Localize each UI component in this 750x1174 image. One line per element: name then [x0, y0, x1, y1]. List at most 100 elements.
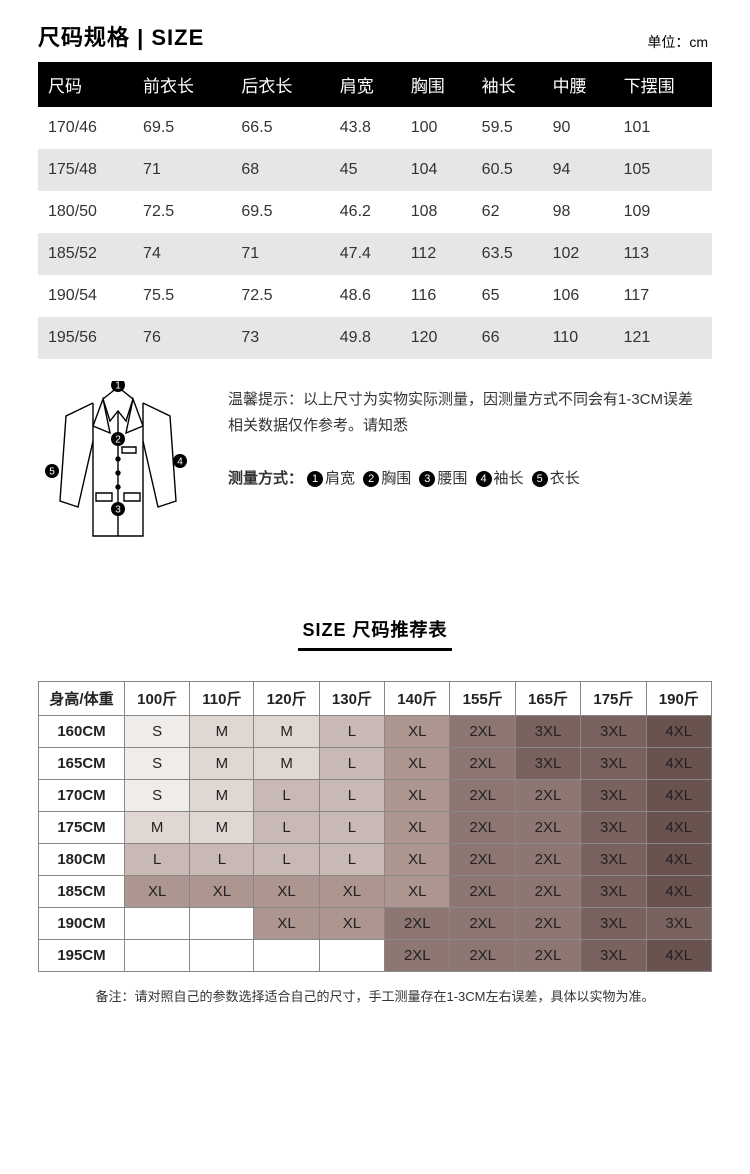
rec-row: 165CMSMMLXL2XL3XL3XL4XL [39, 748, 712, 780]
rec-cell: 2XL [515, 940, 580, 972]
rec-cell: XL [385, 748, 450, 780]
size-col-header: 袖长 [472, 62, 543, 107]
size-row: 180/5072.569.546.21086298109 [38, 191, 712, 233]
rec-weight-header: 100斤 [125, 682, 190, 716]
size-row: 195/56767349.812066110121 [38, 317, 712, 359]
rec-cell: M [254, 716, 319, 748]
size-cell: 185/52 [38, 233, 133, 275]
size-cell: 116 [401, 275, 472, 317]
rec-weight-header: 190斤 [646, 682, 711, 716]
size-cell: 113 [614, 233, 712, 275]
rec-row: 160CMSMMLXL2XL3XL3XL4XL [39, 716, 712, 748]
size-cell: 45 [330, 149, 401, 191]
size-cell: 98 [543, 191, 614, 233]
recommend-table: 身高/体重100斤110斤120斤130斤140斤155斤165斤175斤190… [38, 681, 712, 972]
size-cell: 100 [401, 107, 472, 149]
rec-height-header: 195CM [39, 940, 125, 972]
size-col-header: 后衣长 [231, 62, 329, 107]
rec-cell: 3XL [581, 748, 646, 780]
rec-cell: 4XL [646, 844, 711, 876]
rec-cell: 2XL [450, 876, 515, 908]
size-col-header: 前衣长 [133, 62, 231, 107]
size-col-header: 下摆围 [614, 62, 712, 107]
rec-cell [190, 940, 254, 972]
rec-cell: 3XL [581, 844, 646, 876]
rec-cell: L [319, 844, 384, 876]
size-cell: 66 [472, 317, 543, 359]
size-row: 175/4871684510460.594105 [38, 149, 712, 191]
rec-cell: 2XL [450, 940, 515, 972]
rec-cell: 3XL [581, 812, 646, 844]
unit-label: 单位：cm [647, 32, 712, 52]
size-cell: 46.2 [330, 191, 401, 233]
svg-text:2: 2 [115, 435, 121, 446]
size-cell: 102 [543, 233, 614, 275]
rec-cell: 3XL [515, 748, 580, 780]
rec-row: 170CMSMLLXL2XL2XL3XL4XL [39, 780, 712, 812]
size-col-header: 胸围 [401, 62, 472, 107]
rec-cell: M [125, 812, 190, 844]
rec-cell: 4XL [646, 940, 711, 972]
rec-height-header: 185CM [39, 876, 125, 908]
size-table: 尺码前衣长后衣长肩宽胸围袖长中腰下摆围 170/4669.566.543.810… [38, 62, 712, 359]
size-cell: 76 [133, 317, 231, 359]
rec-cell: XL [385, 812, 450, 844]
size-cell: 47.4 [330, 233, 401, 275]
page-title: 尺码规格 | SIZE [38, 20, 204, 52]
rec-cell: M [190, 748, 254, 780]
rec-cell: 2XL [450, 908, 515, 940]
rec-weight-header: 175斤 [581, 682, 646, 716]
rec-cell: 2XL [515, 876, 580, 908]
size-cell: 105 [614, 149, 712, 191]
svg-text:4: 4 [177, 457, 183, 468]
rec-cell: M [190, 812, 254, 844]
rec-cell: XL [385, 780, 450, 812]
size-col-header: 尺码 [38, 62, 133, 107]
size-cell: 73 [231, 317, 329, 359]
size-cell: 68 [231, 149, 329, 191]
size-cell: 90 [543, 107, 614, 149]
rec-cell [190, 908, 254, 940]
rec-cell: L [319, 748, 384, 780]
rec-cell: L [190, 844, 254, 876]
size-cell: 121 [614, 317, 712, 359]
rec-height-header: 175CM [39, 812, 125, 844]
size-cell: 65 [472, 275, 543, 317]
rec-cell: 2XL [515, 908, 580, 940]
size-cell: 48.6 [330, 275, 401, 317]
rec-cell: 3XL [581, 908, 646, 940]
rec-height-header: 165CM [39, 748, 125, 780]
rec-cell: 2XL [385, 908, 450, 940]
size-cell: 74 [133, 233, 231, 275]
rec-cell: XL [319, 908, 384, 940]
jacket-diagram: 1 2 3 4 5 [38, 381, 198, 566]
rec-cell: S [125, 748, 190, 780]
rec-cell: 4XL [646, 716, 711, 748]
rec-cell: L [319, 716, 384, 748]
size-cell: 170/46 [38, 107, 133, 149]
size-cell: 43.8 [330, 107, 401, 149]
rec-row: 180CMLLLLXL2XL2XL3XL4XL [39, 844, 712, 876]
size-cell: 190/54 [38, 275, 133, 317]
rec-cell: XL [254, 908, 319, 940]
svg-text:1: 1 [115, 381, 121, 392]
rec-height-header: 180CM [39, 844, 125, 876]
svg-text:5: 5 [49, 467, 55, 478]
size-cell: 106 [543, 275, 614, 317]
recommend-title: SIZE 尺码推荐表 [298, 616, 451, 651]
rec-height-header: 160CM [39, 716, 125, 748]
size-cell: 110 [543, 317, 614, 359]
size-cell: 180/50 [38, 191, 133, 233]
rec-cell: 2XL [450, 748, 515, 780]
rec-weight-header: 110斤 [190, 682, 254, 716]
rec-cell: 3XL [515, 716, 580, 748]
rec-cell [125, 940, 190, 972]
rec-cell: 3XL [646, 908, 711, 940]
rec-cell: 3XL [581, 876, 646, 908]
size-cell: 63.5 [472, 233, 543, 275]
rec-cell: 2XL [385, 940, 450, 972]
warm-tip: 温馨提示：以上尺寸为实物实际测量，因测量方式不同会有1-3CM误差相关数据仅作参… [228, 387, 712, 438]
rec-row: 195CM2XL2XL2XL3XL4XL [39, 940, 712, 972]
rec-height-header: 190CM [39, 908, 125, 940]
size-cell: 59.5 [472, 107, 543, 149]
